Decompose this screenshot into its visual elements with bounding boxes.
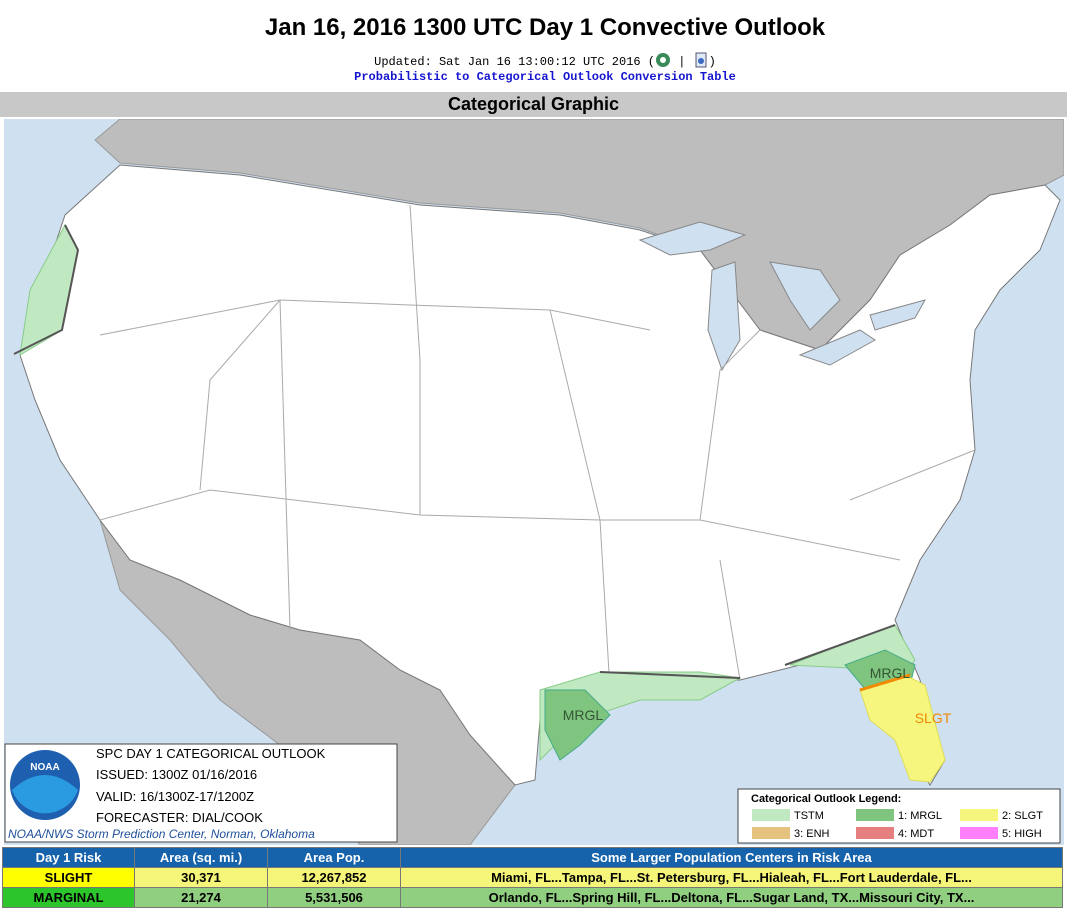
icon[interactable] <box>693 52 709 68</box>
state-lines <box>99 204 976 691</box>
header-cell: Area Pop. <box>267 847 401 868</box>
legend-label: 5: HIGH <box>1002 828 1042 840</box>
table-header: Day 1 Risk Area (sq. mi.) Area Pop. Some… <box>2 847 1063 868</box>
header-cell: Day 1 Risk <box>2 847 135 868</box>
legend-label: 4: MDT <box>898 828 934 840</box>
outlook-map: MRGL MRGL SLGT NOAA SPC DAY 1 CATEGORICA… <box>4 119 1064 845</box>
legend-label: 3: ENH <box>794 828 830 840</box>
credit: NOAA/NWS Storm Prediction Center, Norman… <box>8 827 315 841</box>
page-title: Jan 16, 2016 1300 UTC Day 1 Convective O… <box>264 14 826 41</box>
conversion-link[interactable]: Probabilistic to Categorical Outlook Con… <box>354 70 736 84</box>
updated-close: ) <box>708 55 716 69</box>
header-cell: Area (sq. mi.) <box>134 847 268 868</box>
slgt-line <box>859 673 911 692</box>
legend-swatch <box>856 809 894 821</box>
outline-arrow <box>13 224 911 691</box>
info-line: ISSUED: 1300Z 01/16/2016 <box>96 767 257 782</box>
cell: MARGINAL <box>2 887 135 908</box>
legend-swatch <box>752 827 790 839</box>
legend-swatch <box>960 827 998 839</box>
cell: 30,371 <box>134 867 268 888</box>
cell: 21,274 <box>134 887 268 908</box>
updated-line: Updated: Sat Jan 16 13:00:12 UTC 2016 ( … <box>0 52 1067 69</box>
info-line: SPC DAY 1 CATEGORICAL OUTLOOK <box>96 746 326 761</box>
cell: 5,531,506 <box>267 887 401 908</box>
cell: Miami, FL...Tampa, FL...St. Petersburg, … <box>400 867 1063 888</box>
section-title: Categorical Graphic <box>0 92 1067 117</box>
legend: Categorical Outlook Legend: TSTM 1: MRGL 2… <box>737 788 1061 844</box>
legend-swatch <box>752 809 790 821</box>
risk-label: MRGL <box>563 707 604 723</box>
legend-label: 2: SLGT <box>1002 810 1043 822</box>
separator: | <box>678 55 686 69</box>
legend-title: Categorical Outlook Legend: <box>751 793 901 805</box>
risk-table: Day 1 Risk Area (sq. mi.) Area Pop. Some… <box>2 847 1063 908</box>
info-line: FORECASTER: DIAL/COOK <box>96 810 263 825</box>
cell: 12,267,852 <box>267 867 401 888</box>
mrgl-area <box>544 689 611 761</box>
icon[interactable] <box>655 52 671 68</box>
risk-label: SLGT <box>915 710 952 726</box>
legend-swatch <box>856 827 894 839</box>
legend-label: 1: MRGL <box>898 810 942 822</box>
table-row: SLIGHT 30,371 12,267,852 Miami, FL...Tam… <box>2 867 1063 888</box>
table-row: MARGINAL 21,274 5,531,506 Orlando, FL...… <box>2 887 1063 908</box>
legend-swatch <box>960 809 998 821</box>
updated-text: Updated: Sat Jan 16 13:00:12 UTC 2016 ( <box>374 55 656 69</box>
cell: SLIGHT <box>2 867 135 888</box>
header-cell: Some Larger Population Centers in Risk A… <box>400 847 1063 868</box>
info-box: NOAA SPC DAY 1 CATEGORICAL OUTLOOK ISSUE… <box>4 743 398 843</box>
legend-label: TSTM <box>794 810 824 822</box>
logo-text: NOAA <box>30 762 59 773</box>
info-line: VALID: 16/1300Z-17/1200Z <box>96 789 254 804</box>
risk-label: MRGL <box>870 665 911 681</box>
cell: Orlando, FL...Spring Hill, FL...Deltona,… <box>400 887 1063 908</box>
slgt-area <box>859 674 946 783</box>
great-lakes <box>638 221 927 372</box>
